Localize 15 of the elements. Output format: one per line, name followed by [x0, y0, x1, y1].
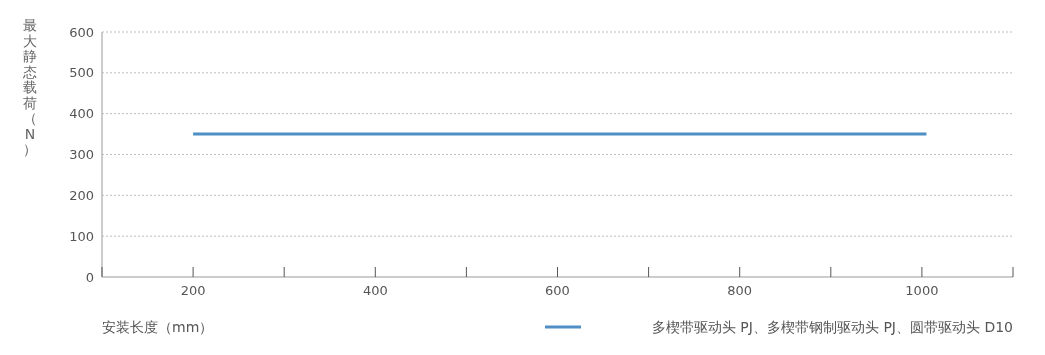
text: 最大静态载荷（N）	[23, 17, 37, 157]
x-axis-title: 安装长度（mm）	[102, 319, 214, 335]
x-tick-label: 1000	[905, 283, 939, 298]
y-tick-label: 500	[69, 65, 94, 81]
y-tick-label: 200	[69, 187, 94, 203]
x-tick-label: 200	[180, 283, 206, 298]
y-tick-label: 400	[69, 106, 94, 122]
y-tick-label: 0	[85, 269, 94, 285]
text: 多楔带驱动头 PJ、多楔带钢制驱动头 PJ、圆带驱动头 D10	[651, 318, 1013, 335]
y-tick-label: 600	[69, 24, 94, 40]
x-tick-label: 800	[727, 283, 753, 298]
y-tick-label: 100	[69, 228, 94, 244]
y-tick-label: 300	[69, 147, 94, 163]
x-tick-label: 400	[362, 283, 388, 298]
x-tick-label: 600	[545, 283, 570, 298]
